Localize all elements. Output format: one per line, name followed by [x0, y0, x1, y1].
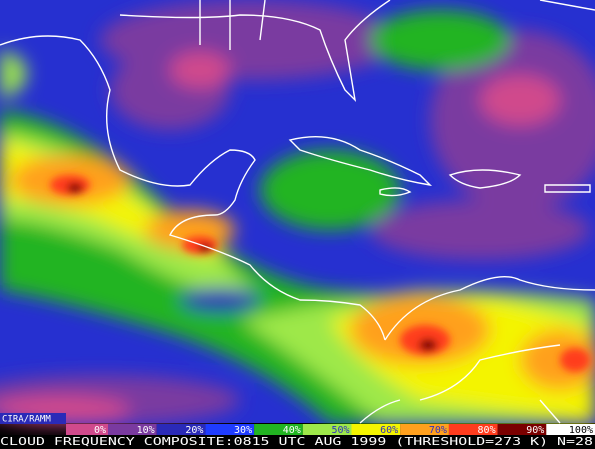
legend-label: 10%: [137, 425, 155, 436]
caption-bar: [0, 435, 595, 449]
legend-swatch: [448, 424, 498, 435]
legend-swatch: [400, 424, 449, 435]
legend-swatch: [497, 424, 547, 435]
credit-box: [0, 413, 66, 424]
coastlines: [0, 0, 595, 424]
legend-label: 60%: [380, 425, 398, 436]
caption: CLOUD FREQUENCY COMPOSITE:0815 UTC AUG 1…: [0, 435, 593, 448]
credit: CIRA/RAMM: [2, 415, 51, 425]
legend-label: 0%: [94, 425, 106, 436]
legend-swatch: [254, 424, 303, 435]
legend-swatch: [156, 424, 206, 435]
legend-label: 80%: [478, 425, 496, 436]
legend-swatch: [66, 424, 108, 435]
legend-label: 30%: [234, 425, 252, 436]
color-legend: 0% 10% 20% 30% 40% 50% 60% 70% 80% 90% 100%: [66, 424, 595, 436]
legend-swatch: [302, 424, 352, 435]
legend-swatch: [108, 424, 157, 435]
legend-swatch: [546, 424, 595, 435]
cloud-field: [0, 0, 595, 425]
legend-swatch: [205, 424, 255, 435]
legend-label: 90%: [526, 425, 544, 436]
legend-label: 70%: [429, 425, 447, 436]
legend-label: 100%: [569, 425, 593, 436]
legend-label: 50%: [331, 425, 349, 436]
legend-label: 20%: [185, 425, 203, 436]
legend-swatch: [351, 424, 401, 435]
legend-label: 40%: [283, 425, 301, 436]
